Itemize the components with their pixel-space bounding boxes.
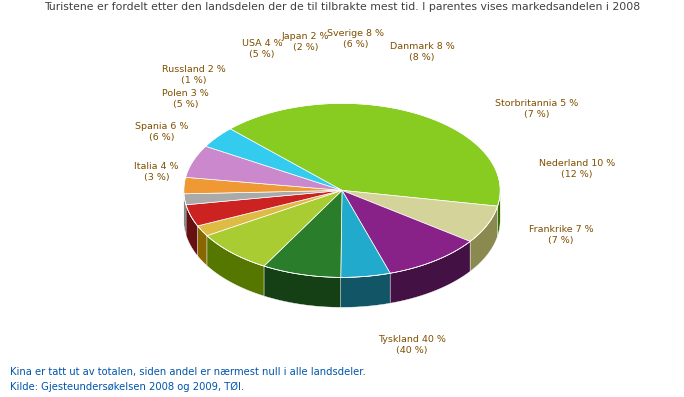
Text: Italia 4 %
(3 %): Italia 4 % (3 %)	[134, 162, 179, 182]
Polygon shape	[198, 226, 207, 266]
Text: Kina er tatt ut av totalen, siden andel er nærmest null i alle landsdeler.: Kina er tatt ut av totalen, siden andel …	[10, 367, 366, 377]
Text: Polen 3 %
(5 %): Polen 3 % (5 %)	[162, 89, 209, 109]
Text: Japan 2 %
(2 %): Japan 2 % (2 %)	[282, 32, 329, 52]
Polygon shape	[264, 266, 341, 307]
Text: Tyskland 40 %
(40 %): Tyskland 40 % (40 %)	[378, 335, 446, 355]
Text: Nederland 10 %
(12 %): Nederland 10 % (12 %)	[538, 159, 615, 179]
Polygon shape	[184, 191, 342, 205]
Polygon shape	[230, 103, 500, 206]
Polygon shape	[185, 146, 342, 191]
Polygon shape	[184, 194, 186, 235]
Text: Storbritannia 5 %
(7 %): Storbritannia 5 % (7 %)	[495, 99, 579, 119]
Polygon shape	[264, 191, 342, 278]
Polygon shape	[186, 205, 198, 256]
Text: Frankrike 7 %
(7 %): Frankrike 7 % (7 %)	[529, 225, 593, 245]
Text: Spania 6 %
(6 %): Spania 6 % (6 %)	[135, 122, 189, 142]
Text: Russland 2 %
(1 %): Russland 2 % (1 %)	[161, 66, 226, 85]
Polygon shape	[207, 191, 342, 266]
Polygon shape	[497, 191, 500, 236]
Polygon shape	[341, 273, 390, 307]
Polygon shape	[206, 129, 342, 191]
Polygon shape	[186, 191, 342, 226]
Polygon shape	[198, 191, 342, 236]
Polygon shape	[207, 236, 264, 296]
Text: Kilde: Gjesteundersøkelsen 2008 og 2009, TØI.: Kilde: Gjesteundersøkelsen 2008 og 2009,…	[10, 382, 244, 392]
Text: Turistene er fordelt etter den landsdelen der de til tilbrakte mest tid. I paren: Turistene er fordelt etter den landsdele…	[44, 2, 640, 12]
Polygon shape	[184, 177, 342, 194]
Polygon shape	[470, 206, 497, 272]
Polygon shape	[341, 191, 390, 278]
Polygon shape	[342, 191, 470, 273]
Text: Sverige 8 %
(6 %): Sverige 8 % (6 %)	[327, 29, 384, 49]
Polygon shape	[390, 241, 470, 303]
Polygon shape	[342, 191, 497, 241]
Text: Danmark 8 %
(8 %): Danmark 8 % (8 %)	[390, 42, 454, 62]
Text: USA 4 %
(5 %): USA 4 % (5 %)	[241, 39, 282, 59]
